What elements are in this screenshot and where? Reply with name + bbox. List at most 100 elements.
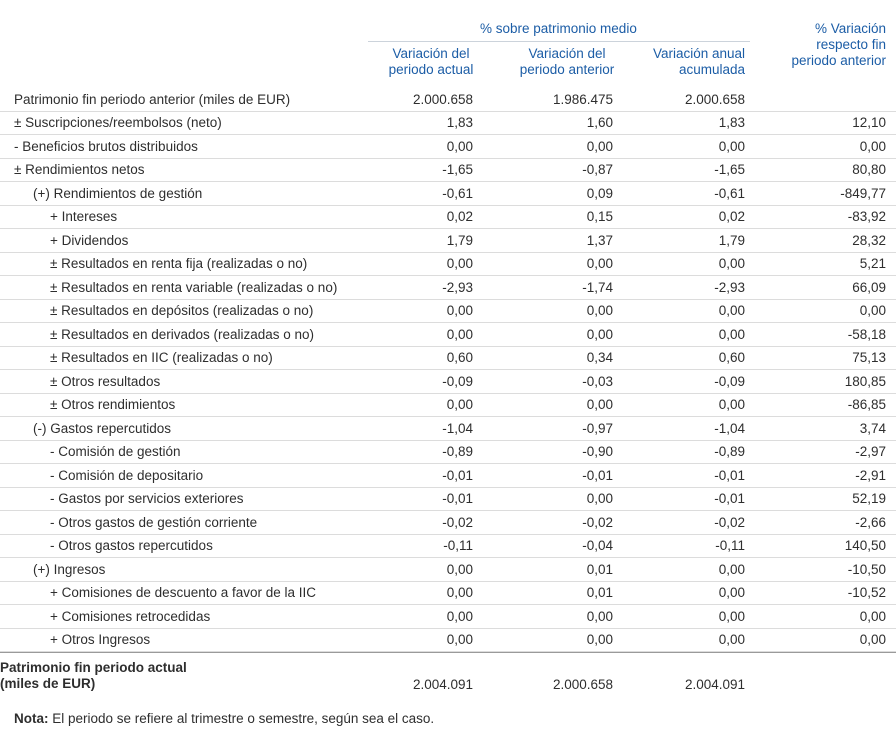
value-anual-acumulada: -0,11: [613, 535, 745, 558]
table-row: ± Resultados en renta variable (realizad…: [0, 276, 896, 300]
value-periodo-actual: -0,01: [375, 464, 473, 488]
value-variacion-respecto: -2,91: [745, 464, 896, 488]
value-periodo-anterior: 0,00: [473, 629, 613, 652]
value-periodo-actual: 0,00: [375, 629, 473, 652]
value-periodo-actual: 0,02: [375, 206, 473, 229]
row-label: + Dividendos: [0, 229, 375, 253]
row-label: (+) Rendimientos de gestión: [0, 182, 375, 206]
value-variacion-respecto: 52,19: [745, 488, 896, 511]
row-label: (+) Ingresos: [0, 558, 375, 582]
row-label: ± Resultados en renta fija (realizadas o…: [0, 253, 375, 276]
table-row: ± Resultados en renta fija (realizadas o…: [0, 253, 896, 276]
table-row: ± Resultados en derivados (realizadas o …: [0, 323, 896, 347]
value-periodo-actual: -0,02: [375, 511, 473, 535]
table-row: + Intereses 0,02 0,15 0,02 -83,92: [0, 206, 896, 229]
value-periodo-actual: -0,09: [375, 370, 473, 394]
value-variacion-respecto: -2,97: [745, 441, 896, 464]
value-variacion-respecto: [745, 88, 896, 112]
total-label-line2: (miles de EUR): [0, 676, 96, 691]
value-periodo-actual: 1,79: [375, 229, 473, 253]
value-anual-acumulada: -2,93: [613, 276, 745, 300]
row-label: - Otros gastos repercutidos: [0, 535, 375, 558]
value-periodo-actual: 2.000.658: [375, 88, 473, 112]
value-periodo-anterior: -0,97: [473, 417, 613, 441]
value-periodo-anterior: -0,90: [473, 441, 613, 464]
value-variacion-respecto: 5,21: [745, 253, 896, 276]
value-anual-acumulada: 0,00: [613, 394, 745, 417]
value-variacion-respecto: 80,80: [745, 159, 896, 182]
table-row: - Otros gastos repercutidos -0,11 -0,04 …: [0, 535, 896, 558]
table-row: ± Otros resultados -0,09 -0,03 -0,09 180…: [0, 370, 896, 394]
table-row: ± Otros rendimientos 0,00 0,00 0,00 -86,…: [0, 394, 896, 417]
value-periodo-anterior: 0,00: [473, 394, 613, 417]
value-anual-acumulada: 1,83: [613, 112, 745, 135]
col-header-variacion-respecto-fin-periodo-anterior: % Variación respecto fin periodo anterio…: [791, 21, 886, 68]
row-label: ± Otros resultados: [0, 370, 375, 394]
value-periodo-anterior: 0,00: [473, 488, 613, 511]
table-row: - Comisión de gestión -0,89 -0,90 -0,89 …: [0, 441, 896, 464]
value-variacion-respecto: -10,50: [745, 558, 896, 582]
value-periodo-actual: 0,00: [375, 582, 473, 605]
value-periodo-anterior: -1,74: [473, 276, 613, 300]
value-periodo-actual: -2,93: [375, 276, 473, 300]
value-anual-acumulada: -0,01: [613, 488, 745, 511]
total-row-label: Patrimonio fin periodo actual (miles de …: [0, 652, 375, 698]
value-periodo-actual: 0,00: [375, 605, 473, 629]
value-periodo-actual: 0,00: [375, 558, 473, 582]
table-row: ± Suscripciones/reembolsos (neto) 1,83 1…: [0, 112, 896, 135]
value-periodo-anterior: 0,00: [473, 300, 613, 323]
value-variacion-respecto: 0,00: [745, 629, 896, 652]
table-row: + Dividendos 1,79 1,37 1,79 28,32: [0, 229, 896, 253]
value-periodo-actual: -0,11: [375, 535, 473, 558]
value-periodo-anterior: 0,01: [473, 582, 613, 605]
value-anual-acumulada: 0,02: [613, 206, 745, 229]
value-variacion-respecto: 3,74: [745, 417, 896, 441]
value-periodo-actual: 0,00: [375, 300, 473, 323]
total-value-periodo-actual: 2.004.091: [375, 652, 473, 698]
value-variacion-respecto: -849,77: [745, 182, 896, 206]
value-anual-acumulada: -1,04: [613, 417, 745, 441]
row-label: - Beneficios brutos distribuidos: [0, 135, 375, 159]
value-anual-acumulada: -0,09: [613, 370, 745, 394]
footnote-prefix: Nota:: [14, 711, 49, 726]
value-periodo-anterior: -0,04: [473, 535, 613, 558]
total-row: Patrimonio fin periodo actual (miles de …: [0, 652, 896, 698]
value-variacion-respecto: 28,32: [745, 229, 896, 253]
table-row: ± Resultados en IIC (realizadas o no) 0,…: [0, 347, 896, 370]
table-row: - Gastos por servicios exteriores -0,01 …: [0, 488, 896, 511]
value-anual-acumulada: 0,00: [613, 135, 745, 159]
value-anual-acumulada: 0,00: [613, 582, 745, 605]
table-row: + Comisiones retrocedidas 0,00 0,00 0,00…: [0, 605, 896, 629]
row-label: ± Otros rendimientos: [0, 394, 375, 417]
value-periodo-anterior: 0,01: [473, 558, 613, 582]
value-anual-acumulada: -0,01: [613, 464, 745, 488]
row-label: ± Resultados en derivados (realizadas o …: [0, 323, 375, 347]
value-variacion-respecto: -86,85: [745, 394, 896, 417]
value-variacion-respecto: 0,00: [745, 605, 896, 629]
table-row: - Beneficios brutos distribuidos 0,00 0,…: [0, 135, 896, 159]
value-periodo-anterior: 0,09: [473, 182, 613, 206]
value-anual-acumulada: -1,65: [613, 159, 745, 182]
col-header-variacion-anual-acumulada: Variación anual acumulada: [652, 46, 745, 77]
value-periodo-actual: -1,65: [375, 159, 473, 182]
value-periodo-actual: -0,61: [375, 182, 473, 206]
table-footer: Patrimonio fin periodo actual (miles de …: [0, 652, 896, 698]
col-header-variacion-periodo-actual: Variación del periodo actual: [388, 46, 474, 77]
value-variacion-respecto: -83,92: [745, 206, 896, 229]
total-value-anual-acumulada: 2.004.091: [613, 652, 745, 698]
value-anual-acumulada: -0,89: [613, 441, 745, 464]
value-variacion-respecto: 66,09: [745, 276, 896, 300]
table-row: + Comisiones de descuento a favor de la …: [0, 582, 896, 605]
row-label: ± Resultados en depósitos (realizadas o …: [0, 300, 375, 323]
value-variacion-respecto: -2,66: [745, 511, 896, 535]
value-variacion-respecto: -10,52: [745, 582, 896, 605]
value-periodo-anterior: 0,34: [473, 347, 613, 370]
row-label: + Intereses: [0, 206, 375, 229]
value-periodo-anterior: 0,15: [473, 206, 613, 229]
row-label: - Otros gastos de gestión corriente: [0, 511, 375, 535]
table-row: ± Resultados en depósitos (realizadas o …: [0, 300, 896, 323]
value-anual-acumulada: 0,00: [613, 323, 745, 347]
row-label: (-) Gastos repercutidos: [0, 417, 375, 441]
row-label: + Otros Ingresos: [0, 629, 375, 652]
value-periodo-actual: 0,00: [375, 394, 473, 417]
